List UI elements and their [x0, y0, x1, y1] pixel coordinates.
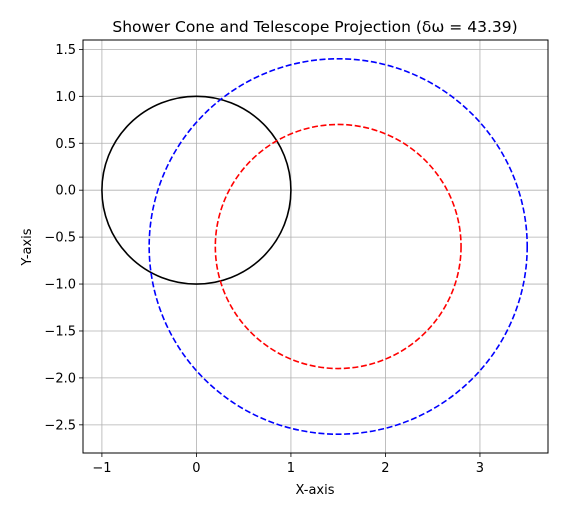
x-axis-label: X-axis — [296, 483, 335, 498]
y-axis-ticks: 1.5 1.0 0.5 0.0 −0.5 −1.0 −1.5 −2.0 −2.5 — [44, 43, 83, 433]
x-tick-label: 3 — [476, 461, 484, 476]
x-tick-label: −1 — [92, 461, 111, 476]
x-tick-label: 2 — [381, 461, 389, 476]
x-tick-label: 0 — [192, 461, 200, 476]
y-tick-label: −2.5 — [44, 418, 76, 433]
y-tick-label: −2.0 — [44, 371, 76, 386]
grid — [83, 40, 548, 453]
y-tick-label: 1.5 — [55, 43, 76, 58]
x-tick-label: 1 — [287, 461, 295, 476]
y-tick-label: −1.5 — [44, 324, 76, 339]
x-axis-ticks: −1 0 1 2 3 — [92, 453, 484, 476]
y-tick-label: 0.5 — [55, 137, 76, 152]
y-tick-label: −0.5 — [44, 231, 76, 246]
chart-title: Shower Cone and Telescope Projection (δω… — [112, 18, 517, 36]
y-tick-label: 1.0 — [55, 90, 76, 105]
y-tick-label: −1.0 — [44, 278, 76, 293]
y-tick-label: 0.0 — [55, 184, 76, 199]
plot-frame — [83, 40, 548, 453]
inner-dashed-circle — [215, 124, 461, 368]
y-axis-label: Y-axis — [20, 228, 35, 266]
